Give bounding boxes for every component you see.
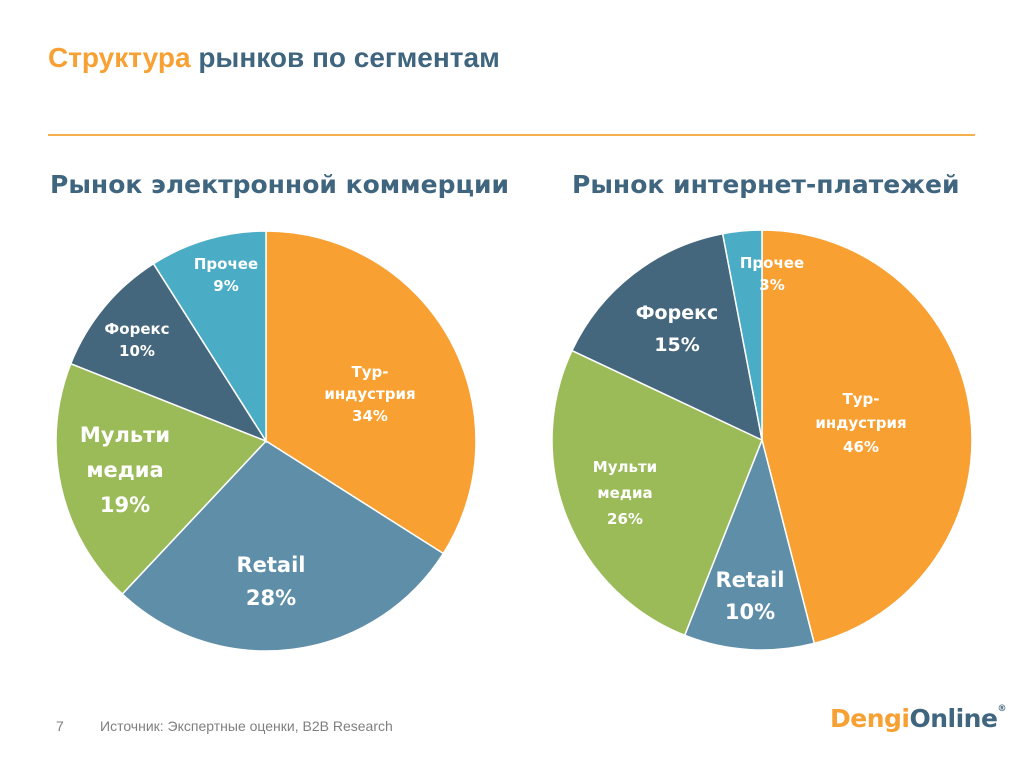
slice-label-line: Мульти [80,423,170,447]
slice-label-line: Мульти [593,458,657,476]
slice-label-line: Retail [715,568,784,592]
pie-slice [761,229,973,645]
slice-label-line: индустрия [324,385,415,403]
pie-slice [683,437,816,651]
slide-title-rest: рынков по сегментам [198,42,500,73]
slice-label-line: Прочее [194,255,258,273]
pie-slice [721,229,763,441]
slice-label-line: 28% [246,586,296,610]
slice-label-line: медиа [86,458,163,482]
slice-label-line: Retail [236,553,305,577]
slice-label-line: 10% [119,342,155,360]
slice-label-line: 26% [607,510,643,528]
slice-label-line: индустрия [815,414,906,432]
pie-slice [121,440,445,652]
slice-label-line: медиа [597,484,652,502]
dengionline-logo: DengiOnline® [830,704,1006,733]
slice-label-line: 15% [654,334,699,356]
slice-label-line: 3% [759,276,784,294]
slice-label: Прочее 9% [194,255,258,295]
source-note: Источник: Экспертные оценки, B2B Researc… [100,718,393,734]
slice-label-line: Форекс [636,302,719,324]
pie-slice [152,230,267,444]
logo-part-1: Dengi [830,704,910,733]
slice-label: Прочее 3% [740,254,804,294]
slice-label-line: 19% [100,493,150,517]
slice-label: Мульти медиа 19% [80,423,170,517]
slide-title: Структура рынков по сегментам [48,42,500,74]
chart-title-ecommerce: Рынок электронной коммерции [50,170,510,199]
pie-slice [55,362,268,596]
slice-label-line: 10% [725,600,775,624]
slice-label-line: Тур- [843,390,880,408]
slice-label-line: 46% [843,438,879,456]
slide-title-accent: Структура [48,42,191,73]
title-divider [48,134,975,136]
logo-part-2: Online [909,704,998,733]
pie-slice [265,230,477,555]
slice-label: Форекс 15% [636,302,719,356]
chart-title-payments: Рынок интернет-платежей [572,170,960,199]
slice-label: Retail 28% [236,553,305,610]
slice-label: Тур-индустрия 46% [815,390,906,456]
slice-label-line: Прочее [740,254,804,272]
slice-label-line: 34% [352,407,388,425]
logo-registered-mark: ® [997,704,1006,714]
slice-label: Форекс 10% [104,320,169,360]
pie-slice [69,262,268,443]
slice-label-line: Форекс [104,320,169,338]
pie-slice [570,232,764,442]
slice-label-line: 9% [213,277,238,295]
slice-label: Retail 10% [715,568,784,624]
slice-label-line: Тур- [352,363,389,381]
pie-slice [551,349,763,637]
slice-label: Тур-индустрия 34% [324,363,415,425]
page-number: 7 [56,718,64,734]
slice-label: Мульти медиа 26% [593,458,657,528]
